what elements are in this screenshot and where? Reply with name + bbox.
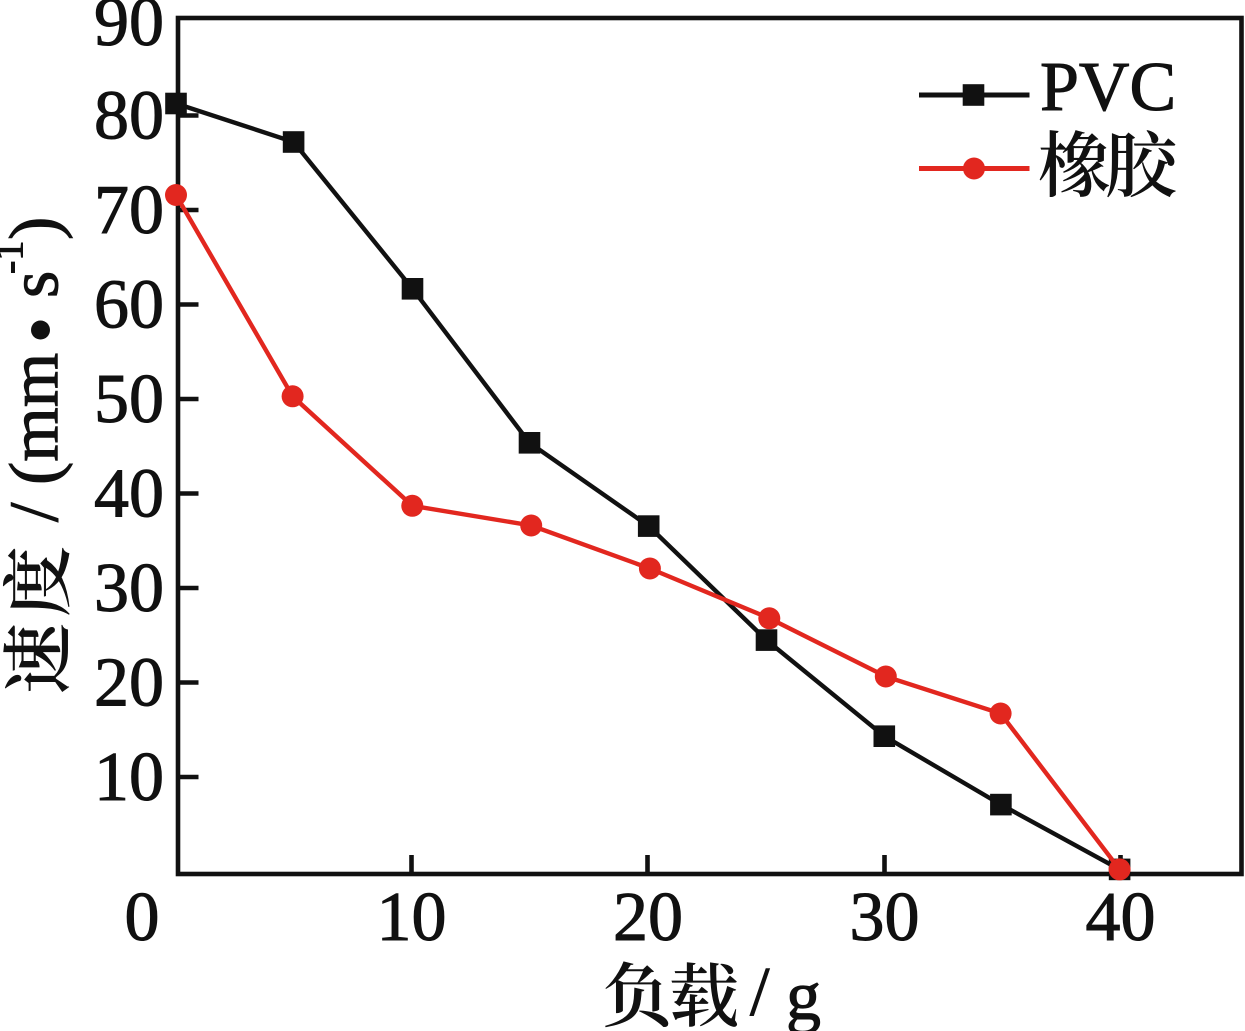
svg-text:): ) [0,217,74,240]
svg-text:20: 20 [94,645,164,722]
svg-text:s: s [0,271,74,298]
svg-text:70: 70 [94,172,164,249]
svg-text:/: / [750,954,770,1031]
svg-text:30: 30 [850,879,920,956]
svg-text:/ (mm: / (mm [0,353,74,522]
svg-text:50: 50 [94,361,164,438]
svg-text:PVC: PVC [1040,49,1176,126]
svg-text:40: 40 [1086,879,1156,956]
svg-text:20: 20 [613,879,683,956]
svg-text:90: 90 [94,0,164,61]
svg-text:g: g [786,958,821,1031]
svg-text:80: 80 [94,78,164,155]
svg-text:60: 60 [94,267,164,344]
svg-text:10: 10 [377,879,447,956]
svg-text:-1: -1 [0,241,32,274]
svg-text:10: 10 [94,739,164,816]
svg-text:30: 30 [94,550,164,627]
svg-text:40: 40 [94,456,164,533]
svg-text:0: 0 [125,879,160,956]
